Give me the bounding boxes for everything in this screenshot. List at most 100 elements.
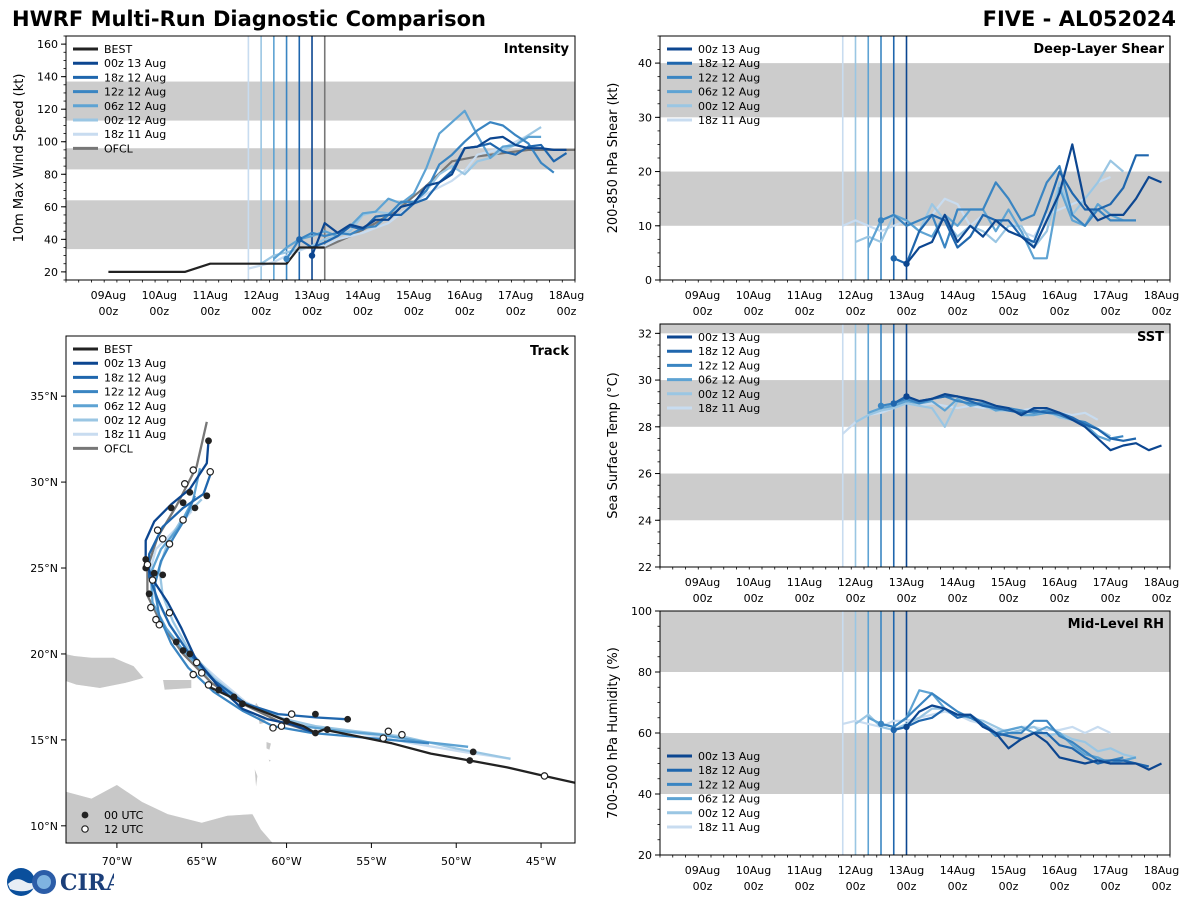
legend-label-18z-12-aug: 18z 12 Aug	[698, 764, 760, 777]
track-point-12utc	[384, 727, 393, 736]
x-tick-label-day: 14Aug	[940, 576, 975, 589]
init-marker-12z-12-aug	[877, 402, 885, 409]
x-tick-label-hour: 00z	[795, 880, 815, 893]
x-tick-label-hour: 00z	[897, 305, 917, 318]
legend-label-18z-12-aug: 18z 12 Aug	[104, 371, 166, 384]
init-marker-18z-12-aug	[890, 255, 897, 262]
track-point-12utc	[192, 658, 201, 667]
y-tick-label: 60	[44, 201, 58, 214]
legend-label-best: BEST	[104, 43, 132, 56]
x-tick-label-hour: 00z	[948, 305, 968, 318]
x-tick-label-day: 15Aug	[991, 289, 1026, 302]
panel-track: 70°W 65°W 60°W 55°W 50°W 45°W 10°N 15°N 20°N 25°N…	[30, 335, 576, 868]
track-point-00utc	[469, 748, 477, 756]
y-tick-label: 35°N	[30, 390, 58, 403]
legend-label-12z-12-aug: 12z 12 Aug	[698, 71, 760, 84]
track-point-12utc	[180, 480, 189, 488]
track-point-12utc	[540, 772, 549, 780]
track-point-00utc	[466, 757, 474, 764]
band-1	[660, 611, 1170, 672]
x-tick-label-hour: 00z	[455, 305, 475, 318]
x-tick-label-hour: 00z	[744, 880, 764, 893]
y-tick-label: 26	[638, 468, 652, 481]
track-point-12utc	[204, 681, 213, 689]
y-tick-label: 20	[638, 849, 652, 862]
y-tick-label: 0	[645, 274, 652, 287]
track-point-00utc	[230, 693, 238, 701]
x-tick-label-hour: 00z	[404, 305, 424, 318]
x-tick-label-day: 09Aug	[685, 576, 720, 589]
legend-label-12z-12-aug: 12z 12 Aug	[698, 778, 760, 791]
track-line-06z-12-aug	[149, 468, 469, 748]
land-area-7	[254, 767, 259, 790]
track-point-12utc	[287, 710, 296, 718]
x-tick-label-day: 13Aug	[889, 576, 924, 589]
x-tick-label-day: 12Aug	[243, 289, 278, 302]
y-tick-label: 32	[638, 327, 652, 340]
x-tick-label-hour: 00z	[846, 880, 866, 893]
x-tick-label-hour: 00z	[251, 305, 271, 318]
series-line-12z-12-aug	[880, 395, 1124, 440]
legend-label-00z-13-aug: 00z 13 Aug	[104, 57, 166, 70]
x-tick-label-hour: 00z	[897, 880, 917, 893]
panel-title: Deep-Layer Shear	[1033, 42, 1164, 57]
band-2	[66, 81, 575, 121]
land-area-6	[267, 758, 272, 763]
x-tick-label-hour: 00z	[200, 305, 220, 318]
x-tick-label-hour: 00z	[693, 880, 713, 893]
series-line-00z-13-aug	[905, 143, 1162, 265]
y-tick-label: 15°N	[30, 734, 58, 747]
y-axis-label: 200-850 hPa Shear (kt)	[606, 83, 621, 234]
legend-label-00z-13-aug: 00z 13 Aug	[698, 750, 760, 763]
track-point-00utc	[172, 638, 180, 646]
x-tick-label-hour: 00z	[948, 880, 968, 893]
x-tick-label-day: 15Aug	[396, 289, 431, 302]
legend-label-00utc: 00 UTC	[104, 809, 144, 822]
legend-marker-00utc	[81, 811, 89, 819]
init-marker-18z-12-aug	[890, 400, 897, 407]
plot-area-track	[66, 421, 575, 843]
track-point-12utc	[269, 724, 277, 732]
track-point-12utc	[197, 669, 206, 677]
x-tick-label-hour: 00z	[999, 880, 1019, 893]
x-tick-label-hour: 00z	[1152, 592, 1172, 605]
x-tick-label-hour: 00z	[1101, 880, 1121, 893]
init-marker-00z-13-aug	[308, 252, 316, 259]
init-marker-12z-12-aug	[877, 720, 885, 728]
track-point-12utc	[148, 576, 157, 584]
x-tick-label-hour: 00z	[557, 305, 577, 318]
panel-title: Mid-Level RH	[1068, 617, 1164, 632]
track-point-12utc	[277, 722, 286, 730]
figure-title: HWRF Multi-Run Diagnostic Comparison	[12, 7, 486, 31]
x-tick-label-day: 15Aug	[991, 576, 1026, 589]
cira-logo: CIRA	[4, 866, 124, 898]
track-point-12utc	[153, 526, 162, 535]
panel-intensity: 20 40 60 80 100 120 140 160 09Aug 00z 10Aug 00z 11Au…	[12, 35, 584, 318]
y-tick-label: 28	[638, 421, 652, 434]
x-tick-label-day: 18Aug	[1144, 289, 1179, 302]
init-marker-12z-12-aug	[283, 255, 290, 263]
axes-frame	[65, 335, 576, 844]
x-tick-label-hour: 00z	[846, 305, 866, 318]
legend-label-00z-12-aug: 00z 12 Aug	[698, 388, 760, 401]
x-tick-label-hour: 00z	[846, 592, 866, 605]
plot-area-rh	[660, 611, 1170, 855]
track-point-00utc	[283, 717, 290, 725]
y-tick-label: 140	[37, 71, 58, 84]
legend-label-06z-12-aug: 06z 12 Aug	[104, 400, 166, 413]
x-tick-label-day: 17Aug	[498, 289, 533, 302]
panel-shear: 0 10 20 30 40 09Aug 00z 10Aug 00z 11Aug 00z 12Aug 00…	[606, 35, 1179, 318]
legend-label-06z-12-aug: 06z 12 Aug	[104, 100, 166, 113]
x-tick-label: 65°W	[187, 855, 217, 868]
y-tick-label: 100	[631, 605, 652, 618]
series-line-18z-12-aug	[298, 142, 568, 249]
legend-label-00z-13-aug: 00z 13 Aug	[104, 357, 166, 370]
legend-label-00z-12-aug: 00z 12 Aug	[104, 414, 166, 427]
x-tick-label-hour: 00z	[999, 592, 1019, 605]
x-tick-label-hour: 00z	[999, 305, 1019, 318]
track-line-12z-12-aug	[153, 495, 430, 745]
x-tick-label-hour: 00z	[1050, 880, 1070, 893]
band-0	[660, 171, 1170, 226]
track-point-12utc	[189, 670, 198, 679]
